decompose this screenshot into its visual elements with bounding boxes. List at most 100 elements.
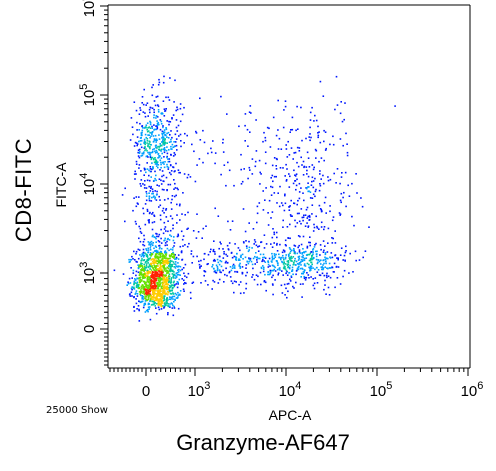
event-dot xyxy=(334,242,337,244)
event-dot xyxy=(174,263,177,265)
event-dot xyxy=(138,156,141,159)
event-dot xyxy=(140,301,142,304)
event-dot xyxy=(161,135,164,137)
event-dot xyxy=(147,144,149,146)
event-dot xyxy=(148,179,151,182)
event-dot xyxy=(135,292,137,294)
event-dot xyxy=(324,196,327,199)
event-dot xyxy=(303,166,305,169)
event-dot xyxy=(270,260,273,263)
event-dot xyxy=(252,228,255,230)
event-dot xyxy=(281,251,284,254)
event-dot xyxy=(147,134,149,136)
event-dot xyxy=(276,202,278,204)
event-dot xyxy=(271,246,274,248)
event-dot xyxy=(155,269,158,271)
event-dot xyxy=(135,173,137,175)
event-dot xyxy=(130,267,132,269)
event-dot xyxy=(179,219,181,221)
event-dot xyxy=(180,230,183,233)
event-dot xyxy=(168,278,170,280)
event-dot xyxy=(152,141,155,143)
event-dot xyxy=(144,311,147,313)
event-dot xyxy=(151,196,153,199)
event-dot xyxy=(174,261,177,263)
event-dot xyxy=(306,173,308,175)
event-dot xyxy=(284,175,286,177)
event-dot xyxy=(270,185,272,188)
event-dot xyxy=(272,269,274,272)
event-dot xyxy=(160,166,162,169)
event-dot xyxy=(171,195,174,197)
event-dot xyxy=(131,126,134,128)
event-dot xyxy=(177,291,179,294)
event-dot xyxy=(290,147,293,149)
event-dot xyxy=(144,252,146,254)
event-dot xyxy=(269,146,272,148)
event-dot xyxy=(170,263,172,266)
event-dot xyxy=(281,260,283,263)
event-dot xyxy=(137,155,140,157)
event-dot xyxy=(163,261,166,264)
event-dot xyxy=(139,227,142,230)
event-dot xyxy=(314,277,317,279)
event-dot xyxy=(149,252,152,254)
event-dot xyxy=(291,266,294,269)
event-dot xyxy=(280,202,283,204)
event-dot xyxy=(276,236,278,239)
event-dot xyxy=(170,170,173,172)
event-dot xyxy=(151,283,153,285)
event-dot xyxy=(183,283,185,285)
event-dot xyxy=(152,298,155,300)
event-dot xyxy=(154,302,156,304)
event-dot xyxy=(294,180,297,182)
event-dot xyxy=(316,282,319,284)
event-dot xyxy=(132,133,134,136)
event-dot xyxy=(253,239,256,241)
event-dot xyxy=(173,295,176,298)
event-dot xyxy=(254,165,257,168)
event-dot xyxy=(251,276,253,278)
event-dot xyxy=(163,268,165,270)
event-dot xyxy=(280,148,283,150)
event-dot xyxy=(295,173,298,175)
event-dot xyxy=(260,173,262,175)
event-dot xyxy=(341,120,344,123)
event-dot xyxy=(152,196,155,198)
event-dot xyxy=(329,210,331,213)
event-dot xyxy=(323,159,325,162)
event-dot xyxy=(149,249,152,251)
event-dot xyxy=(163,307,165,309)
event-dot xyxy=(164,257,166,259)
event-dot xyxy=(160,299,163,301)
event-dot xyxy=(228,242,231,244)
event-dot xyxy=(141,276,144,278)
event-dot xyxy=(177,254,180,256)
event-dot xyxy=(207,263,209,265)
event-dot xyxy=(320,178,322,180)
event-dot xyxy=(169,303,171,305)
event-dot xyxy=(162,174,165,177)
event-dot xyxy=(161,175,163,178)
event-dot xyxy=(308,263,310,266)
event-dot xyxy=(190,250,193,252)
event-dot xyxy=(156,139,158,142)
event-dot xyxy=(270,177,272,179)
event-dot xyxy=(268,199,271,202)
event-dot xyxy=(305,137,307,140)
event-dot xyxy=(183,142,185,144)
event-dot xyxy=(140,146,143,149)
event-dot xyxy=(167,278,169,281)
event-dot xyxy=(244,230,247,233)
event-dot xyxy=(171,303,173,305)
event-dot xyxy=(199,267,201,269)
event-dot xyxy=(309,258,312,260)
event-dot xyxy=(142,103,145,106)
event-dot xyxy=(360,197,362,199)
event-dot xyxy=(113,269,116,272)
event-dot xyxy=(210,248,212,251)
event-dot xyxy=(297,246,299,249)
event-dot xyxy=(271,269,273,272)
event-dot xyxy=(312,284,315,287)
event-dot xyxy=(309,244,311,247)
